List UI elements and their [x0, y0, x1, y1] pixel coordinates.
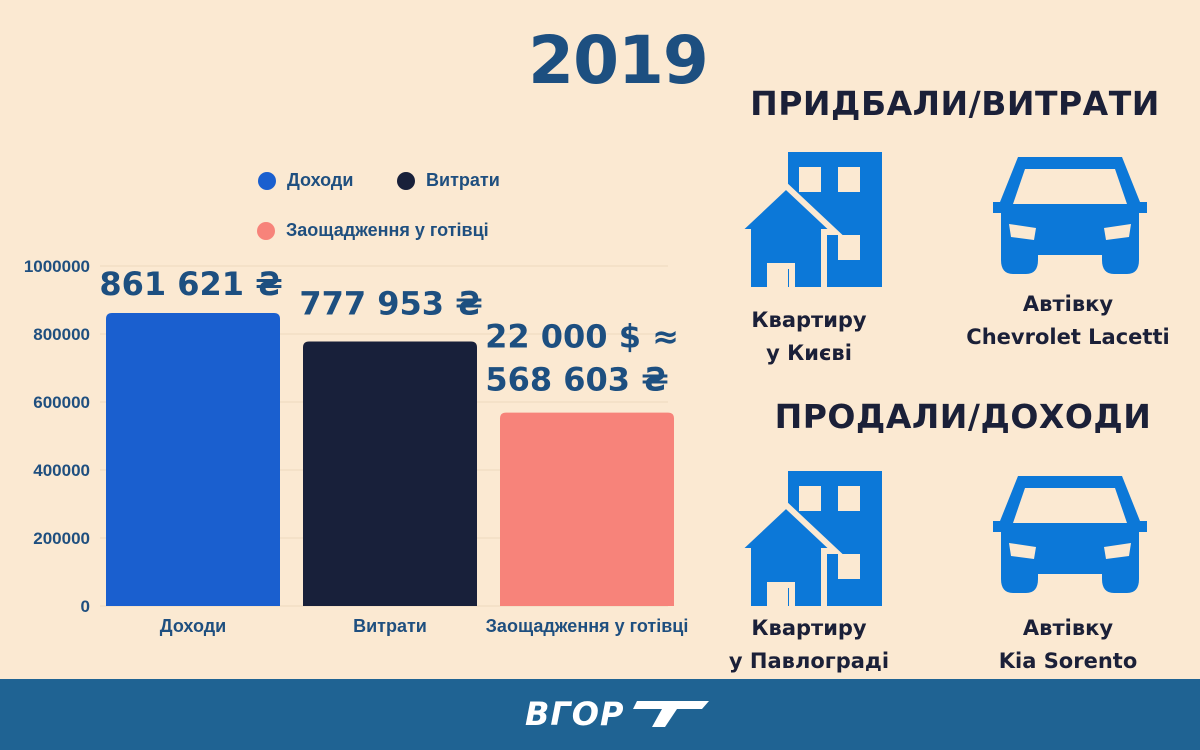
legend-swatch [257, 221, 275, 240]
legend-label: Витрати [426, 170, 500, 190]
caption-line: Kia Sorento [998, 649, 1138, 673]
bought-item-car-caption: Автівку Chevrolet Lacetti [950, 288, 1186, 354]
caption-line: у Києві [766, 341, 852, 365]
legend-item-savings: Заощадження у готівці [257, 220, 489, 241]
x-tick-label: Заощадження у готівці [486, 616, 689, 636]
legend-label: Доходи [287, 170, 354, 190]
bar [500, 412, 674, 606]
data-label: 777 953 ₴ [299, 284, 482, 322]
bar [303, 341, 477, 606]
data-label: 568 603 ₴ [485, 361, 668, 399]
y-tick-label: 1000000 [24, 257, 90, 276]
sold-section-title: ПРОДАЛИ/ДОХОДИ [774, 397, 1152, 436]
svg-text:ВГОР: ВГОР [525, 697, 624, 729]
apartment-icon [740, 471, 882, 606]
caption-line: Chevrolet Lacetti [966, 325, 1170, 349]
caption-line: Автівку [1022, 616, 1114, 640]
y-tick-label: 600000 [33, 393, 90, 412]
bought-item-apartment-caption: Квартиру у Києві [716, 304, 902, 370]
brand-logo: ВГОР [525, 697, 709, 729]
data-label: 22 000 $ ≈ [485, 318, 679, 356]
car-icon [993, 476, 1147, 593]
legend-swatch [258, 171, 276, 190]
footer-bar [0, 679, 1200, 750]
caption-line: Квартиру [751, 308, 867, 332]
sold-item-car-caption: Автівку Kia Sorento [960, 612, 1176, 678]
apartment-icon [740, 152, 882, 287]
page-title: 2019 [528, 22, 709, 99]
y-tick-label: 200000 [33, 529, 90, 548]
y-tick-label: 0 [81, 597, 90, 616]
bar [106, 313, 280, 606]
legend-item-expenses: Витрати [397, 170, 500, 191]
x-tick-label: Доходи [160, 616, 226, 636]
sold-item-apartment-caption: Квартиру у Павлограді [706, 612, 912, 678]
bar-chart: 0 200000 400000 600000 800000 1000000 Доходи Ви… [24, 257, 689, 636]
legend-label: Заощадження у готівці [286, 220, 489, 240]
car-icon [993, 157, 1147, 274]
caption-line: Квартиру [751, 616, 867, 640]
y-tick-label: 800000 [33, 325, 90, 344]
caption-line: Автівку [1022, 292, 1114, 316]
legend-swatch [397, 171, 415, 190]
y-tick-label: 400000 [33, 461, 90, 480]
x-tick-label: Витрати [353, 616, 427, 636]
bought-section-title: ПРИДБАЛИ/ВИТРАТИ [750, 84, 1160, 123]
legend-item-income: Доходи [258, 170, 353, 191]
data-label: 861 621 ₴ [99, 265, 282, 303]
caption-line: у Павлограді [728, 649, 890, 673]
